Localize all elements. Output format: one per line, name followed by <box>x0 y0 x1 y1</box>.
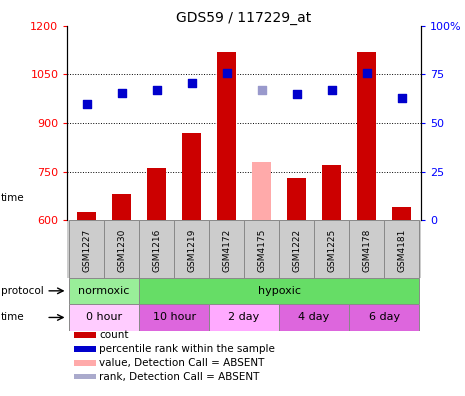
Text: GSM4175: GSM4175 <box>257 229 266 272</box>
Bar <box>74 333 96 338</box>
Bar <box>182 133 201 220</box>
Text: GSM1227: GSM1227 <box>82 229 91 272</box>
Point <box>398 95 405 101</box>
Text: time: time <box>1 193 25 203</box>
Text: GSM4181: GSM4181 <box>397 229 406 272</box>
Bar <box>287 178 306 220</box>
Bar <box>279 304 349 331</box>
Bar <box>74 374 96 379</box>
Bar <box>314 220 349 278</box>
Point <box>363 70 370 76</box>
Bar <box>174 220 209 278</box>
Bar <box>104 220 139 278</box>
Text: GSM1230: GSM1230 <box>117 229 126 272</box>
Text: time: time <box>1 312 25 322</box>
Bar <box>139 278 419 304</box>
Text: GSM1225: GSM1225 <box>327 229 336 272</box>
Point <box>223 70 230 76</box>
Point <box>328 87 335 93</box>
Bar <box>209 304 279 331</box>
Bar <box>77 212 96 220</box>
Text: hypoxic: hypoxic <box>258 286 300 296</box>
Bar <box>69 278 139 304</box>
Bar <box>322 165 341 220</box>
Text: GSM1216: GSM1216 <box>152 229 161 272</box>
Bar <box>349 220 384 278</box>
Bar <box>139 220 174 278</box>
Text: protocol: protocol <box>1 286 44 296</box>
Text: 6 day: 6 day <box>369 312 399 322</box>
Bar <box>384 220 419 278</box>
Point <box>188 80 195 87</box>
Bar <box>217 51 236 220</box>
Bar <box>69 304 139 331</box>
Bar <box>252 162 271 220</box>
Point <box>293 91 300 98</box>
Text: count: count <box>99 330 129 340</box>
Bar <box>349 304 419 331</box>
Bar <box>139 304 209 331</box>
Text: rank, Detection Call = ABSENT: rank, Detection Call = ABSENT <box>99 371 259 382</box>
Point <box>258 87 266 93</box>
Text: 4 day: 4 day <box>299 312 330 322</box>
Bar <box>244 220 279 278</box>
Bar <box>74 346 96 352</box>
Bar <box>69 220 104 278</box>
Bar <box>209 220 244 278</box>
Bar <box>147 168 166 220</box>
Point <box>153 87 160 93</box>
Text: GSM1222: GSM1222 <box>292 229 301 272</box>
Text: GSM1219: GSM1219 <box>187 229 196 272</box>
Bar <box>279 220 314 278</box>
Bar <box>392 207 411 220</box>
Bar <box>112 194 131 220</box>
Bar <box>74 360 96 366</box>
Text: percentile rank within the sample: percentile rank within the sample <box>99 344 275 354</box>
Text: 10 hour: 10 hour <box>153 312 196 322</box>
Bar <box>357 51 376 220</box>
Point <box>118 90 126 96</box>
Text: GSM4172: GSM4172 <box>222 229 231 272</box>
Point <box>83 100 90 107</box>
Text: value, Detection Call = ABSENT: value, Detection Call = ABSENT <box>99 358 265 368</box>
Text: 0 hour: 0 hour <box>86 312 122 322</box>
Text: normoxic: normoxic <box>79 286 130 296</box>
Text: 2 day: 2 day <box>228 312 260 322</box>
Title: GDS59 / 117229_at: GDS59 / 117229_at <box>177 11 312 25</box>
Text: GSM4178: GSM4178 <box>362 229 371 272</box>
